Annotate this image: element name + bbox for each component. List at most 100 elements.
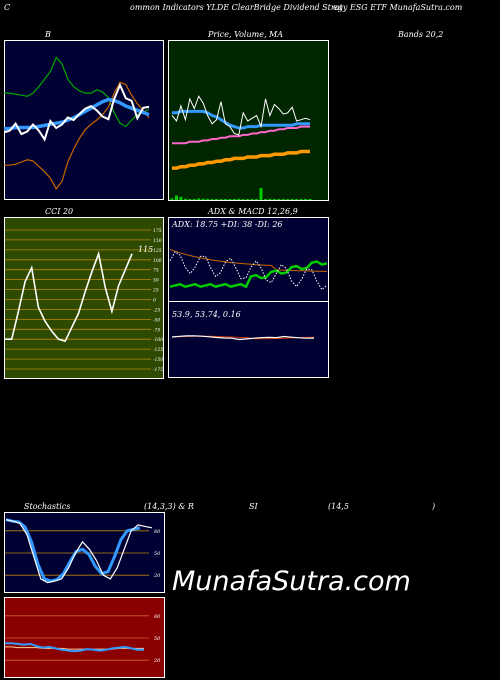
ma-blue-line (172, 109, 310, 130)
cci-tick-label: 25 (152, 288, 159, 294)
volume-bar (246, 199, 250, 200)
stoch-panel: 80 50 20 (4, 512, 165, 593)
volume-bar (183, 198, 187, 200)
stoch-si-title: SI (249, 502, 258, 511)
volume-bar (277, 199, 281, 200)
volume-bar (232, 199, 236, 200)
price-ma-panel (168, 40, 329, 201)
rsi-panel: 80 50 20 (4, 597, 165, 678)
cci-tick-label: 100 (153, 258, 162, 264)
adx-dotted-line (169, 251, 328, 291)
volume-bar (299, 199, 303, 200)
price-ma-title: Price, Volume, MA (208, 30, 284, 39)
cci-tick-label: 175 (153, 228, 162, 234)
volume-bar (175, 195, 178, 200)
stoch-params-title: (14,3,3) & R (144, 502, 194, 511)
stoch-tick-label: 80 (154, 529, 161, 535)
volume-bar (259, 188, 263, 200)
cci-tick-label: -175 (153, 367, 163, 373)
cci-tick-label: 50 (153, 278, 159, 284)
rsi-close-paren: ) (432, 502, 436, 511)
adx-background (168, 217, 329, 302)
cci-value-label: 115 (138, 245, 153, 254)
cci-tick-label: 125 (153, 248, 162, 254)
bbands-upper-band (4, 56, 150, 128)
cci-tick-label: -150 (153, 357, 163, 363)
bbands-price-line (4, 82, 150, 142)
bbands-panel (4, 40, 164, 200)
volume-bar (228, 199, 232, 200)
cci-tick-label: -75 (153, 327, 160, 333)
stoch-title: Stochastics (24, 502, 71, 511)
volume-bar (179, 197, 183, 200)
rsi-tick-label: 80 (154, 614, 161, 620)
adx-green-line (169, 260, 328, 289)
volume-bar (272, 199, 276, 200)
volume-bar (188, 199, 192, 200)
volume-bar (206, 198, 210, 200)
adx-label: ADX: 18.75 +DI: 38 -DI: 26 (171, 220, 283, 229)
volume-bar (255, 199, 259, 200)
adx-panel: ADX: 18.75 +DI: 38 -DI: 26 (168, 217, 329, 302)
volume-bar (201, 198, 205, 200)
rsi-grid: 80 50 20 (5, 614, 161, 664)
cci-tick-label: 75 (153, 268, 159, 274)
stoch-k-line (5, 519, 153, 584)
stoch-d-line (5, 518, 141, 583)
rsi-tick-label: 50 (154, 636, 161, 642)
cci-tick-label: -25 (153, 307, 160, 313)
volume-bar (215, 199, 218, 200)
volume-bar (197, 198, 201, 200)
header-left: C (4, 3, 11, 12)
volume-bar (295, 199, 299, 200)
watermark: MunafaSutra.com (172, 566, 411, 597)
macd-label: 53.9, 53.74, 0.16 (172, 310, 241, 319)
volume-bar (241, 199, 245, 200)
volume-bar (268, 198, 272, 200)
rsi-tick-label: 20 (153, 658, 161, 664)
rsi-line (5, 642, 144, 653)
header-right: egy ESG ETF MunafaSutra.com (333, 3, 463, 12)
cci-tick-label: -50 (153, 317, 160, 323)
volume-bar (250, 199, 254, 200)
header-middle: ommon Indicators YLDE ClearBridge Divide… (130, 3, 343, 12)
bands-title: Bands 20,2 (398, 30, 444, 39)
cci-panel: 175 150 125 100 75 50 25 0 -25 -50 -75 -100 -125 -150… (4, 217, 164, 379)
adx-orange-line (169, 249, 328, 272)
volume-bar (290, 199, 294, 200)
volume-bar (219, 199, 223, 200)
volume-bar (286, 199, 290, 200)
macd-panel: 53.9, 53.74, 0.16 (168, 301, 329, 378)
cci-tick-label: -125 (153, 347, 163, 353)
stoch-tick-label: 20 (153, 573, 161, 579)
rsi-params-title: (14,5 (328, 502, 349, 511)
bbands-background (4, 40, 164, 200)
volume-bar (210, 199, 214, 200)
volume-bar (223, 199, 227, 200)
volume-bar (237, 198, 241, 200)
price-line (171, 95, 311, 136)
volume-bar (170, 198, 174, 200)
bbands-lower-band (4, 81, 150, 190)
stoch-tick-label: 50 (154, 551, 161, 557)
volume-bar (304, 199, 307, 200)
rsi-background (4, 597, 165, 678)
cci-title: CCI 20 (45, 207, 74, 216)
ma-orange-line (172, 149, 310, 170)
cci-tick-label: 0 (153, 298, 156, 304)
cci-grid: 175 150 125 100 75 50 25 0 -25 -50 -75 -100 -125 -150… (5, 228, 163, 373)
macd-background (168, 301, 329, 378)
rsi-signal-line (5, 646, 144, 650)
volume-bar (264, 199, 267, 200)
volume-bar (281, 199, 285, 200)
cci-line (5, 250, 133, 343)
bbands-title: B (45, 30, 51, 39)
adx-macd-title: ADX & MACD 12,26,9 (208, 207, 298, 216)
ma-pink-line (172, 125, 310, 145)
cci-tick-label: 150 (153, 238, 162, 244)
macd-line (171, 335, 315, 341)
volume-bar (192, 199, 196, 200)
cci-tick-label: -100 (153, 337, 163, 343)
volume-bar (308, 199, 312, 200)
volume-bars (170, 188, 312, 200)
